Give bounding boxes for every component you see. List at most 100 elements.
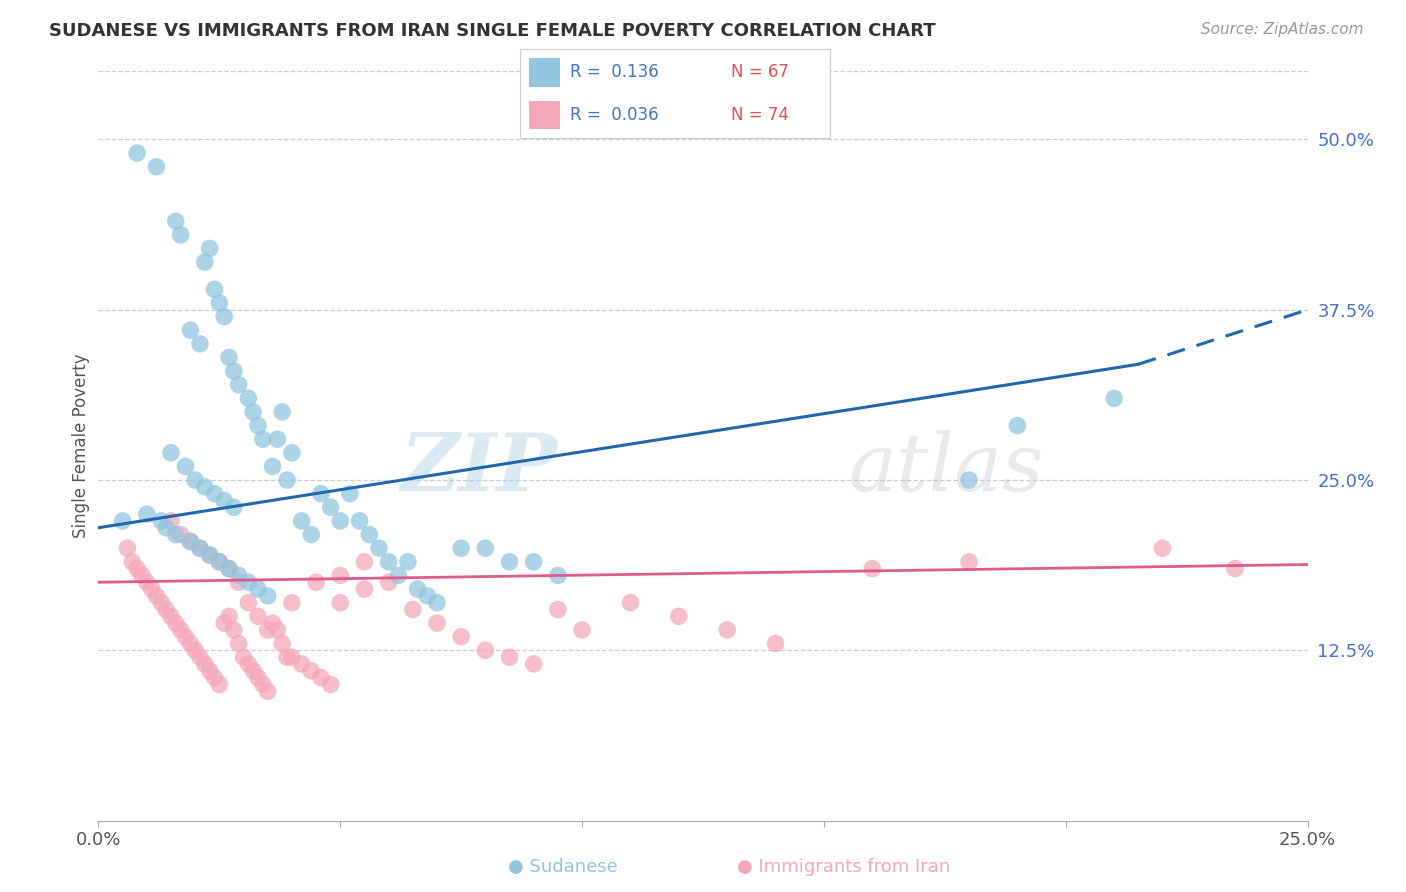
Point — [218, 561, 240, 575]
Point — [319, 677, 342, 691]
Point — [218, 609, 240, 624]
Point — [184, 643, 207, 657]
Text: Source: ZipAtlas.com: Source: ZipAtlas.com — [1201, 22, 1364, 37]
Point — [145, 589, 167, 603]
Point — [188, 336, 211, 351]
Bar — [530, 101, 561, 129]
Point — [271, 636, 294, 650]
Point — [262, 459, 284, 474]
Point — [174, 630, 197, 644]
Point — [716, 623, 738, 637]
Point — [238, 596, 260, 610]
Point — [212, 493, 235, 508]
Point — [474, 541, 496, 556]
Point — [498, 555, 520, 569]
Point — [247, 609, 270, 624]
Point — [353, 582, 375, 596]
Point — [212, 310, 235, 324]
Point — [179, 534, 201, 549]
Text: SUDANESE VS IMMIGRANTS FROM IRAN SINGLE FEMALE POVERTY CORRELATION CHART: SUDANESE VS IMMIGRANTS FROM IRAN SINGLE … — [49, 22, 936, 40]
Point — [155, 602, 177, 616]
Point — [150, 514, 173, 528]
Point — [396, 555, 419, 569]
Point — [281, 596, 304, 610]
Point — [228, 568, 250, 582]
Text: ● Sudanese: ● Sudanese — [508, 858, 617, 876]
Point — [188, 541, 211, 556]
Point — [339, 486, 361, 500]
Point — [290, 657, 312, 671]
Point — [329, 596, 352, 610]
Point — [188, 650, 211, 665]
Point — [957, 473, 980, 487]
Point — [127, 146, 149, 161]
Point — [256, 623, 278, 637]
Point — [208, 296, 231, 310]
Point — [218, 561, 240, 575]
Point — [184, 473, 207, 487]
Y-axis label: Single Female Poverty: Single Female Poverty — [72, 354, 90, 538]
Point — [228, 377, 250, 392]
Point — [135, 575, 157, 590]
Point — [179, 534, 201, 549]
Point — [547, 568, 569, 582]
Point — [305, 575, 328, 590]
Point — [299, 664, 322, 678]
Point — [204, 486, 226, 500]
Point — [194, 480, 217, 494]
Point — [377, 555, 399, 569]
Point — [121, 555, 143, 569]
Text: ● Immigrants from Iran: ● Immigrants from Iran — [737, 858, 950, 876]
Point — [127, 561, 149, 575]
Point — [1102, 392, 1125, 406]
Point — [309, 671, 332, 685]
Point — [266, 432, 288, 446]
Point — [619, 596, 641, 610]
Point — [242, 405, 264, 419]
Point — [208, 555, 231, 569]
Point — [228, 636, 250, 650]
Point — [271, 405, 294, 419]
Point — [498, 650, 520, 665]
Point — [131, 568, 153, 582]
Point — [377, 575, 399, 590]
Point — [359, 527, 381, 541]
Point — [169, 527, 191, 541]
Point — [150, 596, 173, 610]
Point — [160, 514, 183, 528]
Point — [426, 596, 449, 610]
Point — [474, 643, 496, 657]
Point — [262, 616, 284, 631]
Text: N = 67: N = 67 — [731, 63, 789, 81]
Point — [208, 555, 231, 569]
Point — [165, 214, 187, 228]
Point — [547, 602, 569, 616]
Point — [406, 582, 429, 596]
Point — [523, 657, 546, 671]
Point — [256, 589, 278, 603]
Point — [160, 609, 183, 624]
Point — [281, 446, 304, 460]
Point — [145, 160, 167, 174]
Point — [174, 459, 197, 474]
Point — [169, 623, 191, 637]
Point — [426, 616, 449, 631]
Point — [765, 636, 787, 650]
Point — [238, 392, 260, 406]
Point — [198, 548, 221, 562]
Point — [179, 636, 201, 650]
Point — [179, 323, 201, 337]
Point — [353, 555, 375, 569]
Point — [111, 514, 134, 528]
Point — [222, 364, 245, 378]
Point — [860, 561, 883, 575]
Point — [188, 541, 211, 556]
Point — [204, 282, 226, 296]
Point — [1152, 541, 1174, 556]
Text: atlas: atlas — [848, 430, 1043, 508]
Point — [222, 500, 245, 515]
Text: R =  0.036: R = 0.036 — [569, 106, 658, 124]
Point — [238, 657, 260, 671]
Point — [169, 227, 191, 242]
Point — [329, 514, 352, 528]
